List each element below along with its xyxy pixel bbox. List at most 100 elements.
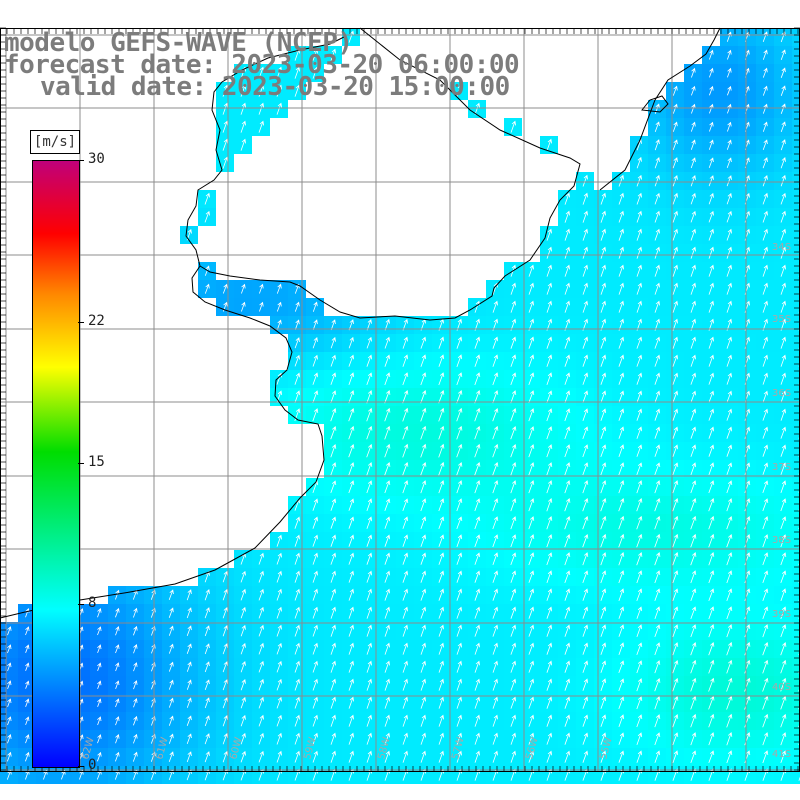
wind-arrow	[133, 644, 138, 654]
wind-arrow	[438, 696, 444, 709]
wind-arrow	[726, 300, 732, 313]
wind-arrow	[456, 443, 463, 458]
wind-arrow	[474, 498, 481, 512]
wind-arrow	[672, 282, 678, 295]
wind-speed-cell	[792, 496, 800, 514]
wind-arrow	[348, 750, 354, 763]
wind-arrow	[600, 732, 607, 745]
wind-speed-cell	[792, 478, 800, 496]
wind-arrow	[654, 174, 660, 187]
wind-speed-cell	[792, 694, 800, 712]
wind-arrow	[690, 570, 697, 584]
wind-arrow	[726, 175, 732, 187]
wind-arrow	[564, 372, 571, 385]
wind-arrow	[726, 552, 733, 566]
wind-arrow	[456, 390, 463, 404]
wind-arrow	[708, 408, 715, 421]
wind-arrow	[402, 534, 409, 547]
wind-arrow	[636, 642, 643, 656]
wind-arrow	[258, 750, 264, 763]
wind-arrow	[204, 192, 210, 205]
wind-arrow	[330, 750, 336, 763]
wind-arrow	[780, 246, 786, 259]
wind-arrow	[204, 697, 210, 709]
wind-arrow	[294, 319, 300, 330]
wind-arrow	[186, 697, 192, 708]
wind-arrow	[474, 660, 480, 673]
wind-arrow	[654, 210, 660, 223]
wind-arrow	[672, 714, 679, 728]
wind-arrow	[258, 624, 264, 637]
wind-arrow	[708, 695, 715, 710]
wind-arrow	[330, 498, 337, 511]
wind-arrow	[726, 192, 732, 205]
wind-arrow	[672, 390, 679, 403]
wind-arrow	[294, 66, 300, 79]
wind-arrow	[97, 716, 102, 726]
wind-arrow	[600, 588, 607, 601]
wind-arrow	[186, 733, 192, 745]
lat-lon-grid	[0, 27, 800, 772]
wind-arrow	[582, 390, 589, 403]
wind-arrow	[25, 644, 30, 653]
wind-arrow	[618, 390, 625, 403]
wind-arrow	[528, 336, 535, 349]
wind-arrow	[528, 678, 535, 691]
wind-arrow	[456, 660, 462, 673]
wind-arrow	[691, 85, 696, 96]
wind-arrow	[762, 677, 769, 692]
wind-arrow	[546, 138, 552, 151]
wind-arrow	[294, 714, 300, 727]
wind-arrow	[186, 607, 192, 619]
wind-arrow	[654, 642, 661, 656]
wind-arrow	[348, 30, 354, 43]
wind-arrow	[780, 192, 786, 205]
wind-arrow	[708, 732, 715, 746]
wind-arrow	[780, 588, 787, 602]
wind-arrow	[672, 750, 679, 764]
wind-arrow	[474, 462, 481, 476]
wind-arrow	[690, 659, 697, 674]
wind-arrow	[492, 498, 499, 512]
wind-arrow	[294, 408, 301, 422]
wind-arrow	[456, 407, 463, 422]
wind-arrow	[672, 462, 679, 476]
wind-arrow	[672, 677, 679, 692]
wind-arrow	[636, 750, 643, 763]
wind-arrow	[97, 698, 102, 707]
wind-speed-cell	[792, 226, 800, 244]
colorbar-tick-label: 0	[88, 757, 97, 773]
wind-speed-cell	[792, 370, 800, 388]
wind-arrow	[582, 462, 589, 476]
wind-arrow	[690, 713, 697, 728]
wind-arrow	[366, 354, 373, 367]
wind-arrow	[672, 121, 678, 132]
wind-arrow	[564, 606, 571, 619]
forecast-date: forecast date: 2023-03-20 06:00:00	[4, 50, 520, 80]
wind-arrow	[582, 210, 588, 223]
wind-arrow	[348, 516, 355, 529]
wind-arrow	[727, 85, 732, 96]
wind-arrow	[564, 588, 571, 601]
wind-arrow	[618, 678, 625, 692]
wind-arrow	[510, 552, 517, 566]
wind-arrow	[456, 336, 463, 349]
wind-arrow	[672, 85, 678, 96]
wind-speed-cell	[792, 172, 800, 190]
wind-arrow	[97, 751, 102, 762]
wind-arrow	[510, 534, 517, 548]
wind-arrow	[510, 516, 517, 530]
wind-arrow	[582, 750, 589, 763]
wind-arrow	[384, 570, 391, 583]
wind-arrow	[600, 624, 607, 637]
wind-arrow	[222, 283, 228, 294]
wind-arrow	[546, 444, 553, 458]
wind-arrow	[420, 462, 427, 476]
wind-arrow	[762, 659, 769, 674]
wind-arrow	[420, 660, 426, 673]
wind-arrow	[222, 697, 228, 709]
wind-arrow	[762, 498, 769, 512]
wind-arrow	[276, 750, 282, 763]
wind-arrow	[780, 390, 786, 403]
wind-arrow	[366, 732, 372, 745]
